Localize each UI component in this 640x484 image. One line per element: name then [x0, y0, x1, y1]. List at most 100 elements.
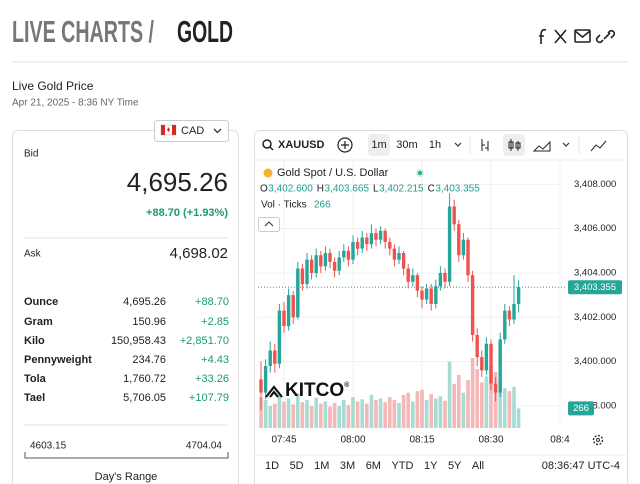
mail-icon[interactable]: [574, 29, 591, 43]
candle-body: [480, 357, 484, 371]
currency[interactable]: CAD: [181, 125, 204, 137]
unit-price: 150.96: [132, 316, 166, 328]
range-low: 4603.15: [30, 441, 67, 452]
range-button[interactable]: 6M: [366, 460, 381, 472]
last-price-label: 3,403.355: [574, 282, 616, 293]
range-button[interactable]: 1D: [265, 460, 279, 472]
volume-bar: [411, 401, 415, 428]
candle-body: [411, 275, 415, 282]
share-icons[interactable]: [539, 28, 616, 44]
chart-widget: [254, 130, 628, 484]
volume-bar: [332, 402, 337, 428]
candle-body: [516, 287, 521, 304]
candle-body: [259, 379, 263, 393]
range-button[interactable]: 5Y: [448, 460, 462, 472]
volume-bar: [429, 394, 433, 428]
settings-icon[interactable]: [592, 434, 604, 446]
facebook-icon[interactable]: [539, 28, 547, 44]
interval[interactable]: 1m: [371, 139, 386, 151]
candle-body: [424, 288, 429, 300]
unit-price: 1,760.72: [123, 373, 166, 385]
ohlc-value: 3,402.600: [268, 184, 313, 195]
candle-body: [273, 350, 277, 364]
candle-body: [493, 383, 498, 393]
add-symbol[interactable]: [337, 137, 353, 153]
volume-bar: [342, 400, 346, 428]
unit-price: 4,695.26: [123, 296, 166, 308]
x-tick-label: 08:00: [340, 435, 365, 446]
candle-body: [507, 310, 512, 320]
toolbar: XAUUSD 1m 30m 1h: [254, 134, 628, 161]
ohlc-value: 3,403.355: [435, 184, 480, 195]
ohlc-value: 3,402.215: [379, 184, 424, 195]
volume-bar: [291, 404, 295, 428]
unit-change: +4.43: [201, 354, 229, 366]
bar-style-icon[interactable]: [481, 139, 489, 151]
title-main: GOLD: [177, 14, 233, 49]
candle-body: [438, 272, 443, 287]
bid-change: +88.70 (+1.93%): [146, 207, 228, 219]
candle-body: [314, 255, 318, 273]
candle-body: [268, 350, 272, 366]
volume-bar: [512, 386, 516, 428]
volume-bar: [300, 402, 305, 428]
indicators-icon[interactable]: [590, 140, 607, 152]
unit-price: 5,706.05: [123, 392, 166, 404]
link-icon[interactable]: [595, 29, 616, 44]
range-button[interactable]: All: [472, 460, 484, 472]
y-tick-label: 3,402.000: [574, 312, 616, 323]
unit-price: 234.76: [132, 354, 166, 366]
unit-change: +88.70: [195, 296, 229, 308]
volume-bar: [378, 398, 383, 428]
volume-bar: [383, 402, 387, 428]
range-button[interactable]: YTD: [391, 460, 413, 472]
unit-change: +2.85: [201, 316, 229, 328]
price-panel: [12, 130, 239, 484]
range-button[interactable]: 1Y: [424, 460, 438, 472]
candle-body: [337, 257, 341, 271]
clock: 08:36:47 UTC-4: [542, 460, 620, 472]
ohlc-key: H: [317, 184, 324, 195]
range-button[interactable]: 1M: [314, 460, 329, 472]
last-price-tag: [568, 280, 622, 295]
plot-area: 3,398.000 3,400.000 3,402.000 3,404.000 3,40…: [258, 160, 622, 446]
volume-bar: [461, 392, 466, 428]
y-tick-label: 3,404.000: [574, 267, 616, 278]
candle-body: [263, 365, 268, 393]
candle-body: [342, 250, 346, 258]
range-label: Day's Range: [95, 471, 158, 483]
volume-bar: [406, 392, 410, 428]
candle-body: [466, 239, 470, 276]
x-icon[interactable]: [554, 29, 567, 44]
volume-bar: [309, 405, 314, 428]
range-button[interactable]: 3M: [340, 460, 355, 472]
candle-body: [346, 250, 351, 260]
range-button[interactable]: 5D: [290, 460, 304, 472]
volume-bar: [498, 377, 502, 428]
unit-name: Ounce: [24, 296, 58, 308]
watermark-text: KITCO®: [285, 380, 350, 401]
x-tick-label: 08:15: [409, 435, 434, 446]
unit-name: Tola: [24, 373, 47, 385]
candle-body: [503, 310, 507, 340]
candle-body: [300, 268, 305, 285]
volume-bar: [475, 369, 479, 428]
unit-price: 150,958.43: [111, 335, 166, 347]
unit-change: +107.79: [189, 392, 229, 404]
ohlc-key: C: [428, 184, 435, 195]
instrument-title: Gold Spot / U.S. Dollar: [277, 167, 389, 179]
candle-body: [470, 275, 475, 335]
candle-body: [323, 253, 328, 267]
volume-bar: [392, 400, 397, 428]
volume-bar: [273, 403, 277, 428]
interval[interactable]: 30m: [396, 139, 417, 151]
symbol[interactable]: XAUUSD: [278, 139, 325, 151]
candle-body: [420, 290, 424, 300]
currency-select[interactable]: CAD: [154, 120, 229, 142]
interval[interactable]: 1h: [429, 139, 441, 151]
candle-body: [332, 261, 337, 271]
area-icon[interactable]: [532, 140, 551, 152]
candle-body: [498, 339, 502, 393]
volume-bar: [434, 398, 438, 428]
volume-bar: [337, 405, 341, 428]
